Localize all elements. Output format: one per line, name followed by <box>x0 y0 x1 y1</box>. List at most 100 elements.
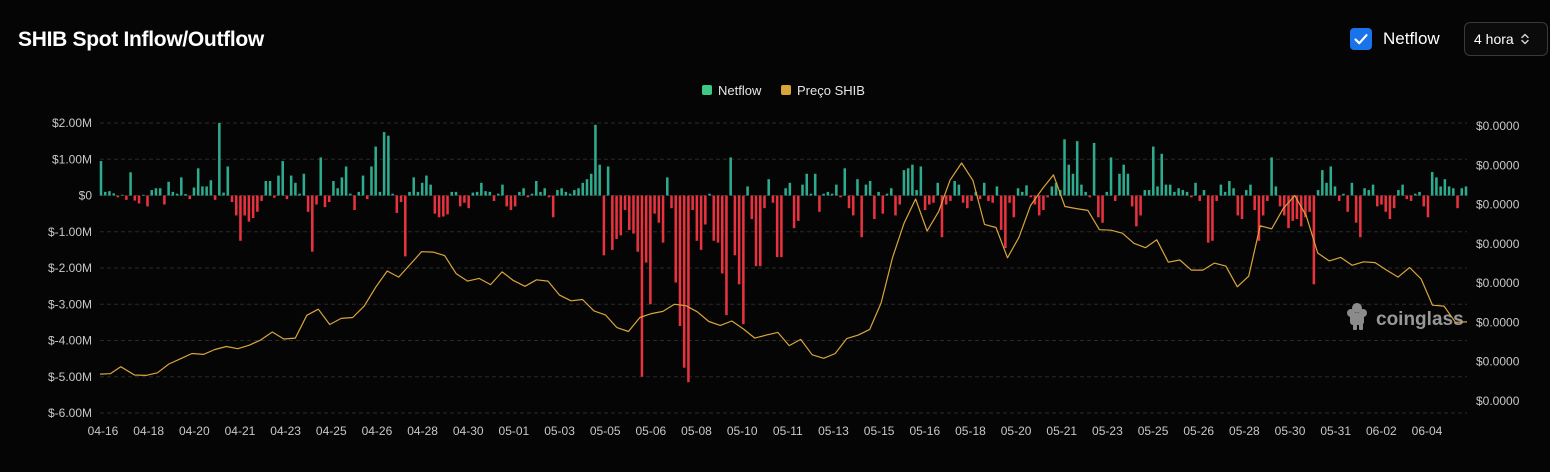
netflow-bar <box>370 166 373 196</box>
netflow-label: Netflow <box>1383 29 1440 48</box>
netflow-bar <box>699 195 703 250</box>
netflow-bar <box>433 195 437 214</box>
left-axis: $2.00M $1.00M $0 $-1.00M $-2.00M $-3.00M $-4.0… <box>48 116 92 420</box>
netflow-bar <box>763 195 766 209</box>
netflow-bar <box>319 157 323 196</box>
netflow-bar <box>970 195 973 201</box>
netflow-bar <box>1135 195 1138 227</box>
netflow-bar <box>644 195 648 263</box>
netflow-bar <box>771 195 775 203</box>
netflow-bar <box>404 195 407 257</box>
legend-swatch-price <box>781 85 791 95</box>
netflow-checkbox[interactable] <box>1350 28 1372 50</box>
netflow-bar <box>758 195 762 267</box>
netflow-bar <box>835 184 838 196</box>
netflow-bar <box>978 195 982 200</box>
netflow-bar <box>792 195 796 229</box>
netflow-bar <box>1080 184 1083 196</box>
netflow-bar <box>877 191 880 196</box>
legend-label-price: Preço SHIB <box>797 83 865 98</box>
netflow-bar <box>103 191 107 196</box>
netflow-bar <box>805 173 809 196</box>
netflow-bar <box>475 191 479 196</box>
x-tick-label: 05-05 <box>590 424 621 438</box>
netflow-bar <box>501 184 504 196</box>
netflow-bar <box>720 195 724 274</box>
netflow-bar <box>1016 188 1020 196</box>
netflow-bar <box>615 195 618 239</box>
netflow-bar <box>382 132 386 196</box>
x-tick-label: 05-30 <box>1275 424 1306 438</box>
netflow-bar <box>674 195 678 283</box>
netflow-bar <box>1105 191 1109 196</box>
netflow-bar <box>311 195 314 252</box>
netflow-bar <box>1371 184 1375 196</box>
netflow-bar <box>167 181 170 196</box>
netflow-bar <box>446 195 449 215</box>
netflow-bar <box>611 195 614 250</box>
netflow-bar <box>695 195 699 241</box>
netflow-bar <box>365 195 369 200</box>
netflow-bar <box>349 193 352 196</box>
netflow-bar <box>589 173 593 196</box>
netflow-bar <box>1426 195 1430 218</box>
netflow-bar <box>294 182 297 196</box>
netflow-bar <box>649 195 652 305</box>
netflow-bar <box>1363 188 1366 196</box>
netflow-bar <box>137 195 141 204</box>
netflow-bar <box>725 195 728 316</box>
page-title: SHIB Spot Inflow/Outflow <box>18 28 264 51</box>
netflow-bar <box>636 195 639 252</box>
netflow-bar <box>1359 195 1362 238</box>
legend-item-netflow[interactable]: Netflow <box>702 83 762 98</box>
netflow-bar <box>982 182 986 196</box>
netflow-bar <box>471 192 475 196</box>
netflow-bar <box>120 194 124 196</box>
x-tick-label: 05-16 <box>909 424 940 438</box>
y-tick-label-right: $0.0000 <box>1476 276 1520 290</box>
netflow-bar <box>1147 190 1151 196</box>
netflow-bar <box>1244 190 1248 196</box>
netflow-bar <box>285 195 289 200</box>
netflow-bar <box>1190 195 1193 198</box>
netflow-bar <box>480 182 483 196</box>
netflow-bar <box>1266 195 1269 201</box>
netflow-bar <box>268 181 272 196</box>
netflow-bar <box>822 193 825 196</box>
x-tick-label: 04-28 <box>407 424 438 438</box>
x-tick-label: 05-08 <box>681 424 712 438</box>
x-tick-label: 05-10 <box>727 424 758 438</box>
grid-lines <box>100 122 1467 414</box>
x-tick-label: 04-30 <box>453 424 484 438</box>
x-tick-label: 05-23 <box>1092 424 1123 438</box>
netflow-bar <box>1414 193 1417 196</box>
netflow-bar <box>1130 195 1134 207</box>
coinglass-logo-icon <box>1347 303 1367 330</box>
legend-item-price[interactable]: Preço SHIB <box>781 83 865 98</box>
netflow-bar <box>640 195 644 377</box>
netflow-bar <box>1295 195 1299 220</box>
interval-select[interactable]: 4 hora <box>1464 22 1548 56</box>
netflow-bar <box>1063 139 1066 196</box>
netflow-bar <box>99 161 103 196</box>
netflow-bar <box>1228 181 1231 196</box>
x-tick-label: 06-04 <box>1412 424 1443 438</box>
netflow-bar <box>1084 191 1087 196</box>
netflow-bar <box>746 186 749 196</box>
netflow-toggle[interactable]: Netflow <box>1350 28 1440 50</box>
netflow-bar <box>1168 184 1172 196</box>
y-tick-label-right: $0.0000 <box>1476 355 1520 369</box>
netflow-bar <box>530 193 534 196</box>
netflow-bar <box>146 195 149 207</box>
netflow-bar <box>458 195 462 207</box>
netflow-bar <box>716 195 720 243</box>
netflow-bar <box>936 182 940 196</box>
netflow-bar <box>919 166 923 196</box>
netflow-bar <box>357 191 361 196</box>
netflow-bar <box>251 195 255 218</box>
netflow-bar <box>961 195 965 203</box>
interval-value: 4 hora <box>1474 31 1514 47</box>
netflow-bar <box>429 184 432 196</box>
netflow-bar <box>454 191 458 196</box>
netflow-bar <box>928 195 931 205</box>
